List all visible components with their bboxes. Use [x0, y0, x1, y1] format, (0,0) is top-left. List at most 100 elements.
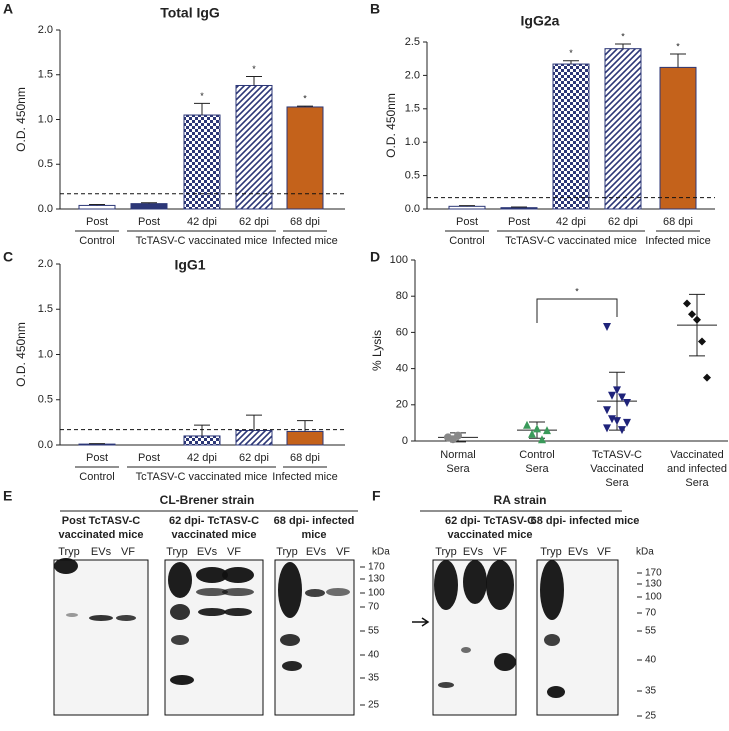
x-tick-label: TcTASV-C — [592, 449, 642, 461]
error-bar — [563, 60, 579, 65]
y-tick-label: 1.5 — [38, 303, 53, 315]
y-tick-label: 60 — [396, 326, 408, 338]
blot-heading: Post TcTASV-C — [62, 515, 140, 527]
lane-label: Tryp — [166, 546, 188, 558]
band — [170, 675, 194, 685]
marker-label: 170 — [645, 568, 662, 579]
x-tick-label: Sera — [605, 477, 629, 489]
y-tick-label: 1.0 — [38, 348, 53, 360]
y-tick-label: 2.5 — [405, 36, 420, 48]
x-tick-label: Post — [86, 452, 108, 464]
marker-label: 100 — [368, 588, 385, 599]
bar — [183, 435, 221, 446]
x-tick-label: Post — [138, 216, 160, 228]
marker-label: 40 — [645, 655, 657, 666]
band — [280, 634, 300, 646]
marker-label: 170 — [368, 562, 385, 573]
band — [463, 560, 487, 604]
significance: * — [252, 64, 256, 74]
comparison-bracket — [536, 298, 618, 323]
lane-label: VF — [493, 546, 507, 558]
marker-label: 35 — [645, 686, 657, 697]
band — [196, 588, 228, 596]
significance: * — [200, 91, 204, 101]
x-tick-label: 68 dpi — [663, 216, 693, 228]
x-tick-label: 68 dpi — [290, 216, 320, 228]
y-tick-label: 0.5 — [38, 394, 53, 406]
lane-label: EVs — [463, 546, 484, 558]
y-axis-label: O.D. 450nm — [384, 93, 398, 158]
error-bar — [246, 76, 262, 86]
significance: * — [569, 48, 573, 58]
error-bar — [615, 43, 631, 49]
lane-label: VF — [227, 546, 241, 558]
group-label: Infected mice — [272, 471, 337, 483]
bar — [448, 205, 486, 210]
band — [196, 567, 228, 583]
error-bar — [89, 204, 105, 206]
y-tick-label: 1.0 — [405, 136, 420, 148]
band — [282, 661, 302, 671]
group-label: Infected mice — [272, 235, 337, 247]
y-axis-label: % Lysis — [370, 330, 384, 371]
data-point — [683, 299, 691, 308]
y-tick-label: 1.5 — [38, 69, 53, 81]
panel-letter: C — [3, 249, 13, 265]
x-tick-label: Post — [138, 452, 160, 464]
marker-label: 55 — [368, 626, 380, 637]
lane-label: VF — [121, 546, 135, 558]
blot-heading: vaccinated mice — [448, 529, 533, 541]
y-tick-label: 2.0 — [405, 69, 420, 81]
data-point — [538, 435, 546, 444]
data-point — [618, 426, 626, 435]
group-label: Control — [449, 235, 484, 247]
y-tick-label: 0.0 — [38, 439, 53, 451]
band — [168, 562, 192, 598]
data-point — [603, 322, 611, 331]
data-point — [623, 418, 631, 427]
x-tick-label: 68 dpi — [290, 452, 320, 464]
group-label: TcTASV-C vaccinated mice — [505, 235, 637, 247]
y-tick-label: 20 — [396, 399, 408, 411]
band — [305, 589, 325, 597]
data-point — [543, 426, 551, 435]
error-bar — [194, 102, 210, 116]
band — [486, 560, 514, 610]
blot-title: CL-Brener strain — [160, 493, 255, 507]
bar — [130, 203, 168, 210]
group-label: TcTASV-C vaccinated mice — [136, 471, 268, 483]
band — [54, 558, 78, 574]
x-tick-label: Vaccinated — [670, 449, 724, 461]
band — [222, 588, 254, 596]
y-tick-label: 0.5 — [38, 158, 53, 170]
data-point — [693, 315, 701, 324]
bar — [286, 430, 324, 446]
panel-letter: E — [3, 488, 12, 504]
band — [434, 560, 458, 610]
chart-title: IgG1 — [174, 257, 205, 273]
y-tick-label: 40 — [396, 363, 408, 375]
error-bar — [194, 424, 210, 436]
y-tick-label: 0 — [402, 435, 408, 447]
marker-label: 25 — [368, 700, 380, 711]
error-bar — [141, 202, 157, 204]
lane-label: Tryp — [540, 546, 562, 558]
blot-heading: 68 dpi- infected mice — [531, 515, 640, 527]
band — [89, 615, 113, 621]
band — [438, 682, 454, 688]
group-label: TcTASV-C vaccinated mice — [136, 235, 268, 247]
blot-heading: vaccinated mice — [59, 529, 144, 541]
x-tick-label: 62 dpi — [608, 216, 638, 228]
kda-label: kDa — [372, 547, 390, 558]
data-point — [454, 431, 462, 440]
y-tick-label: 1.0 — [38, 113, 53, 125]
bar — [604, 48, 642, 210]
significance: * — [676, 41, 680, 51]
marker-label: 55 — [645, 626, 657, 637]
marker-label: 130 — [645, 579, 662, 590]
data-point — [618, 393, 626, 402]
lane-label: Tryp — [435, 546, 457, 558]
panel-letter: A — [3, 1, 13, 17]
lane-label: VF — [597, 546, 611, 558]
